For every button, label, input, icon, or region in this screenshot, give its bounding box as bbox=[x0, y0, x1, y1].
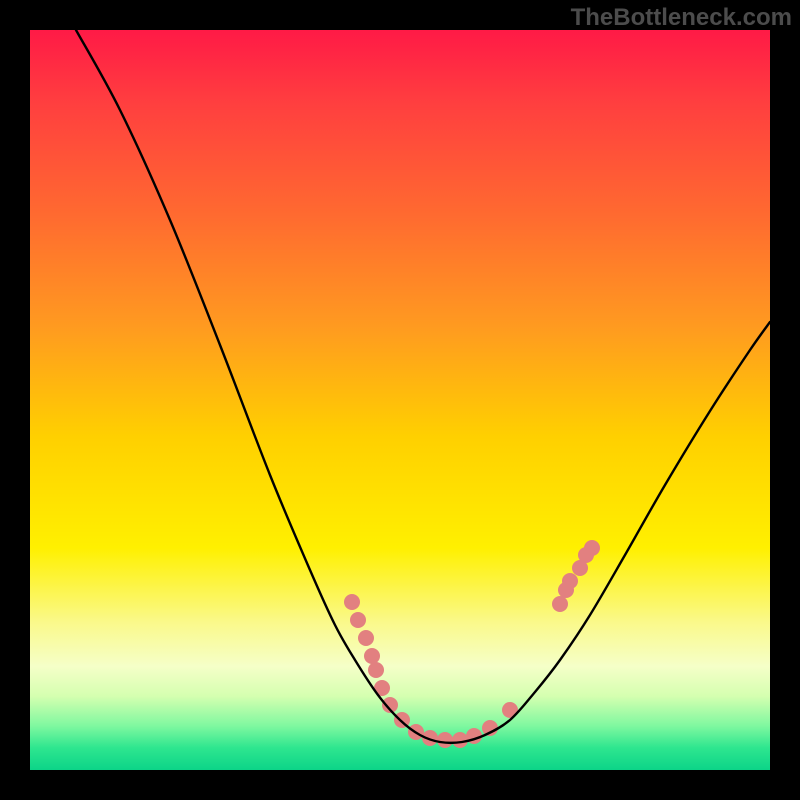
data-marker bbox=[364, 648, 380, 664]
data-marker bbox=[552, 596, 568, 612]
data-marker bbox=[562, 573, 578, 589]
data-marker bbox=[358, 630, 374, 646]
bottleneck-curve bbox=[76, 30, 770, 743]
data-marker bbox=[437, 732, 453, 748]
chart-svg bbox=[0, 0, 800, 800]
data-marker bbox=[350, 612, 366, 628]
data-marker bbox=[584, 540, 600, 556]
data-marker bbox=[452, 732, 468, 748]
data-marker bbox=[368, 662, 384, 678]
marker-group bbox=[344, 540, 600, 748]
data-marker bbox=[344, 594, 360, 610]
watermark: TheBottleneck.com bbox=[571, 4, 792, 32]
